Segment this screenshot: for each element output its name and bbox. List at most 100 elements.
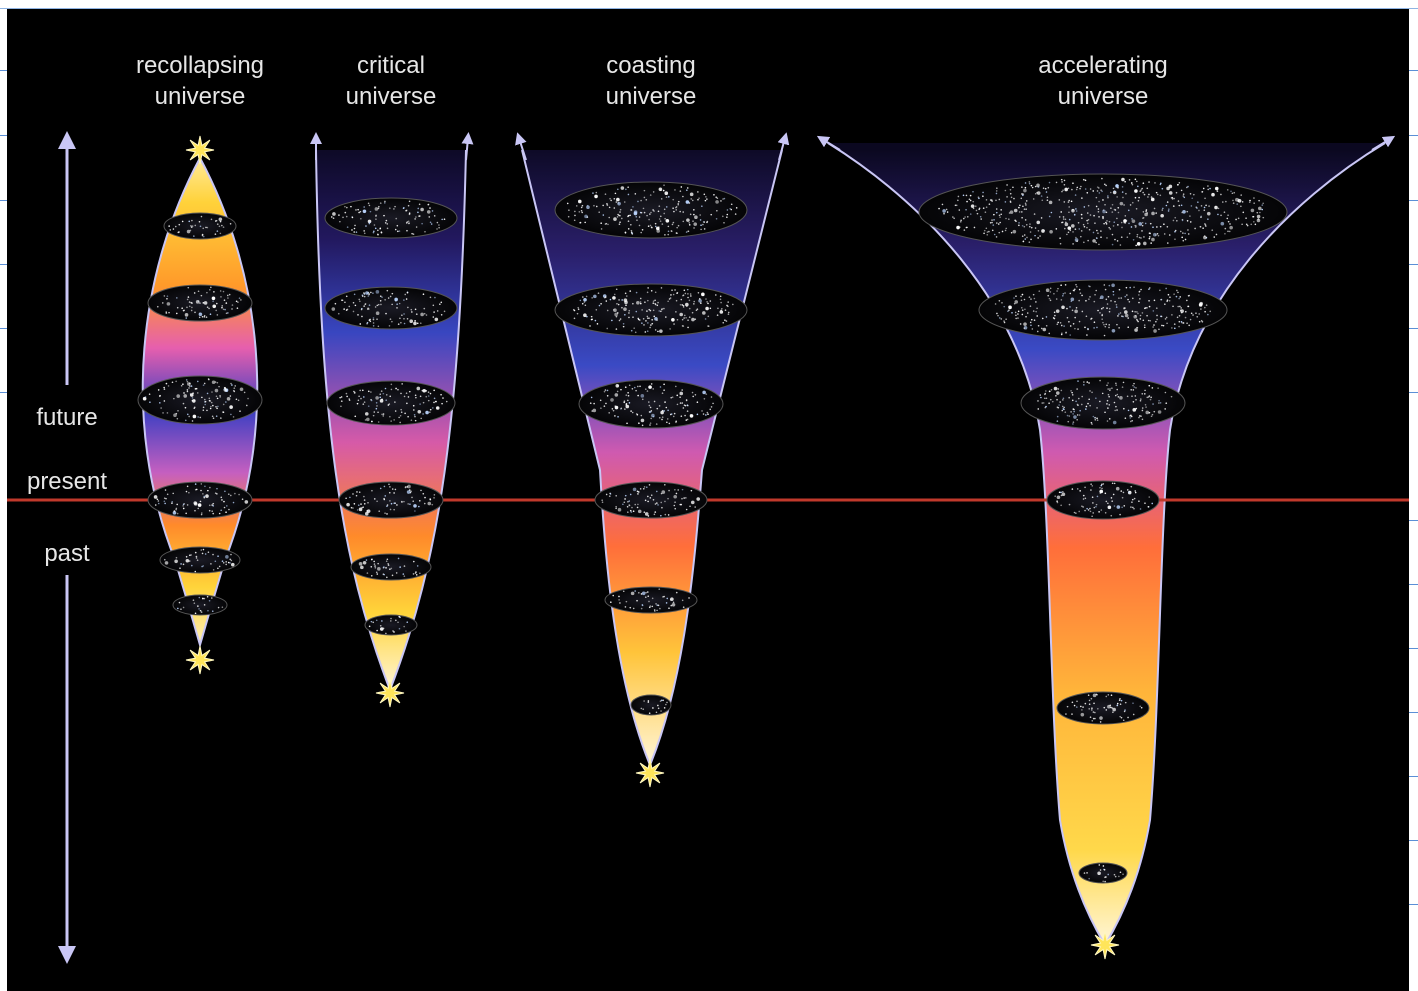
galaxy-speck [1200,308,1202,310]
galaxy-speck [1214,186,1219,191]
galaxy-speck [1038,290,1041,292]
galaxy-speck [224,490,226,493]
galaxy-speck [1111,387,1113,389]
galaxy-speck [1087,218,1090,221]
galaxy-speck [1071,701,1074,704]
galaxy-speck [407,415,409,418]
galaxy-speck [695,309,698,312]
galaxy-speck [612,409,615,412]
galaxy-speck [690,489,693,492]
galaxy-speck [1099,400,1101,403]
galaxy-speck [184,406,187,409]
galaxy-speck [1155,234,1157,236]
galaxy-speck [652,498,655,501]
galaxy-speck [972,200,975,203]
galaxy-speck [1074,309,1078,314]
big-bang-star-icon [1090,930,1120,960]
galaxy-speck [1025,315,1027,318]
galaxy-speck [1165,204,1168,207]
galaxy-speck [1092,415,1095,418]
galaxy-speck [630,511,633,513]
galaxy-speck [1133,497,1136,500]
galaxy-speck [668,422,671,425]
galaxy-speck [590,315,593,318]
galaxy-speck [724,309,727,311]
galaxy-speck [643,511,646,514]
galaxy-speck [395,217,398,220]
galaxy-speck [976,212,979,215]
galaxy-speck [1091,496,1094,499]
galaxy-speck [1159,402,1162,404]
galaxy-speck [1096,419,1099,421]
galaxy-speck [376,629,378,632]
galaxy-speck [1178,182,1181,184]
galaxy-speck [1093,321,1096,324]
galaxy-speck [1079,409,1081,412]
galaxy-speck [1215,233,1218,236]
galaxy-speck [1139,190,1142,192]
galaxy-speck [694,215,698,220]
galaxy-speck [642,487,645,490]
galaxy-speck [184,313,189,317]
galaxy-speck [665,218,670,223]
galaxy-speck [1156,193,1159,196]
galaxy-speck [396,303,398,305]
galaxy-speck [627,186,629,189]
galaxy-speck [579,221,582,224]
galaxy-speck [653,513,656,516]
galaxy-speck [1141,409,1144,412]
galaxy-speck [638,216,641,218]
galaxy-speck [1037,408,1040,410]
galaxy-speck [1168,299,1171,302]
galaxy-speck [1097,208,1100,210]
galaxy-speck [1159,225,1162,228]
galaxy-speck [1065,713,1067,715]
galaxy-speck [609,493,612,495]
galaxy-speck [1092,239,1096,243]
galaxy-speck [1147,396,1150,398]
galaxy-speck [1100,236,1102,239]
galaxy-speck [693,303,695,305]
galaxy-speck [997,314,999,317]
galaxy-speck [1050,389,1053,391]
galaxy-speck [701,292,705,297]
galaxy-speck [1056,323,1059,326]
galaxy-speck [614,415,616,417]
galaxy-speck [196,392,199,394]
galaxy-speck [429,411,431,414]
galaxy-speck [225,561,227,563]
galaxy-speck [681,389,683,391]
galaxy-speck [171,502,173,504]
galaxy-speck [1066,316,1069,319]
ruler-tick [1409,776,1418,777]
galaxy-speck [646,330,649,332]
galaxy-speck [346,395,348,398]
galaxy-speck [1180,321,1183,323]
galaxy-speck [1041,199,1044,202]
galaxy-speck [688,224,691,226]
galaxy-speck [1203,235,1207,240]
galaxy-speck [225,302,228,304]
galaxy-speck [703,221,706,223]
galaxy-speck [186,390,189,393]
galaxy-speck [413,413,416,416]
galaxy-speck [1023,234,1026,236]
galaxy-speck [212,505,215,507]
galaxy-speck [355,231,358,233]
galaxy-speck [364,511,369,516]
galaxy-speck [403,299,405,301]
galaxy-speck [644,512,649,516]
galaxy-speck [672,221,675,224]
galaxy-speck [1053,386,1058,391]
galaxy-speck [1207,313,1209,316]
galaxy-speck [399,421,401,424]
galaxy-speck [1203,209,1206,212]
galaxy-speck [1067,187,1070,190]
galaxy-speck [610,601,612,603]
galaxy-speck [1060,333,1063,336]
galaxy-speck [670,396,673,399]
galaxy-speck [1090,483,1092,485]
galaxy-speck [1148,237,1151,240]
galaxy-speck [702,413,705,415]
galaxy-speck [377,233,379,236]
